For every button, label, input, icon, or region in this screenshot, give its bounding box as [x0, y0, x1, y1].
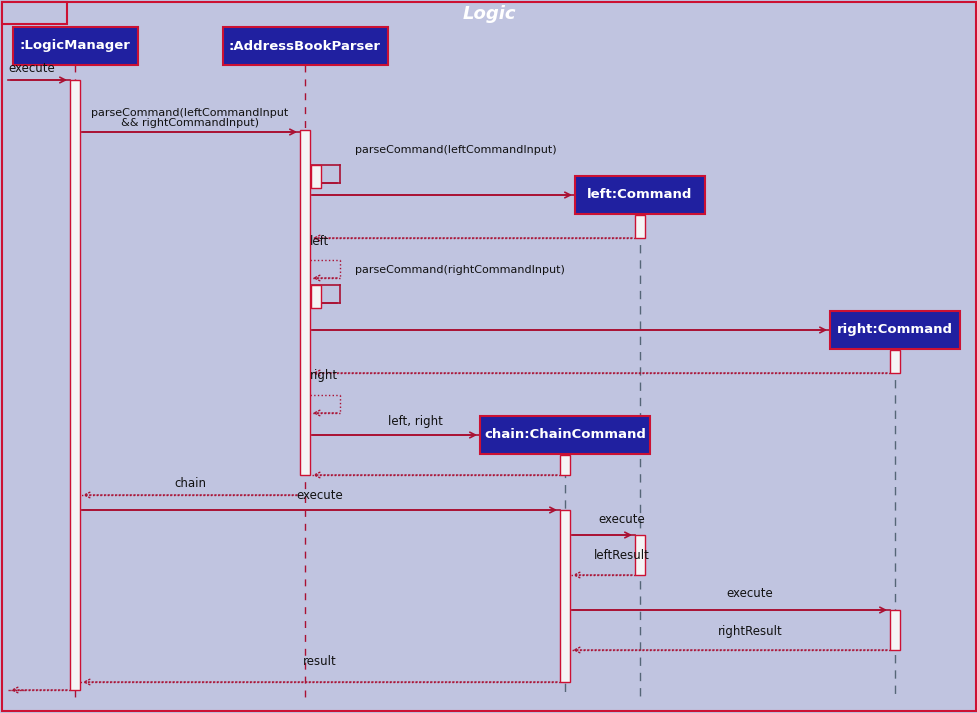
Text: result: result — [303, 655, 336, 668]
Text: execute: execute — [598, 513, 645, 526]
Text: parseCommand(leftCommandInput: parseCommand(leftCommandInput — [91, 108, 288, 118]
Text: && rightCommandInput): && rightCommandInput) — [121, 118, 259, 128]
Text: left:Command: left:Command — [587, 188, 692, 202]
Text: left: left — [310, 235, 329, 248]
FancyBboxPatch shape — [480, 416, 650, 454]
FancyBboxPatch shape — [311, 285, 320, 308]
Text: rightResult: rightResult — [717, 625, 782, 638]
FancyBboxPatch shape — [300, 130, 310, 475]
Text: execute: execute — [296, 489, 343, 502]
FancyBboxPatch shape — [889, 350, 899, 373]
Text: chain:ChainCommand: chain:ChainCommand — [484, 429, 645, 441]
FancyBboxPatch shape — [634, 215, 645, 238]
Text: parseCommand(leftCommandInput): parseCommand(leftCommandInput) — [355, 145, 556, 155]
Text: :AddressBookParser: :AddressBookParser — [229, 39, 381, 53]
Text: parseCommand(rightCommandInput): parseCommand(rightCommandInput) — [355, 265, 565, 275]
Text: leftResult: leftResult — [593, 549, 650, 562]
FancyBboxPatch shape — [13, 27, 138, 65]
Text: Logic: Logic — [462, 5, 515, 23]
FancyBboxPatch shape — [2, 2, 67, 24]
Text: right:Command: right:Command — [836, 324, 952, 337]
FancyBboxPatch shape — [560, 455, 570, 475]
Text: chain: chain — [174, 477, 206, 490]
FancyBboxPatch shape — [574, 176, 704, 214]
FancyBboxPatch shape — [889, 610, 899, 650]
Text: :LogicManager: :LogicManager — [20, 39, 130, 53]
Text: right: right — [310, 369, 338, 382]
FancyBboxPatch shape — [560, 510, 570, 682]
FancyBboxPatch shape — [311, 165, 320, 188]
FancyBboxPatch shape — [223, 27, 387, 65]
FancyBboxPatch shape — [70, 80, 80, 690]
Text: execute: execute — [8, 62, 55, 75]
Text: execute: execute — [726, 587, 773, 600]
Text: left, right: left, right — [387, 415, 442, 428]
FancyBboxPatch shape — [634, 535, 645, 575]
FancyBboxPatch shape — [829, 311, 959, 349]
